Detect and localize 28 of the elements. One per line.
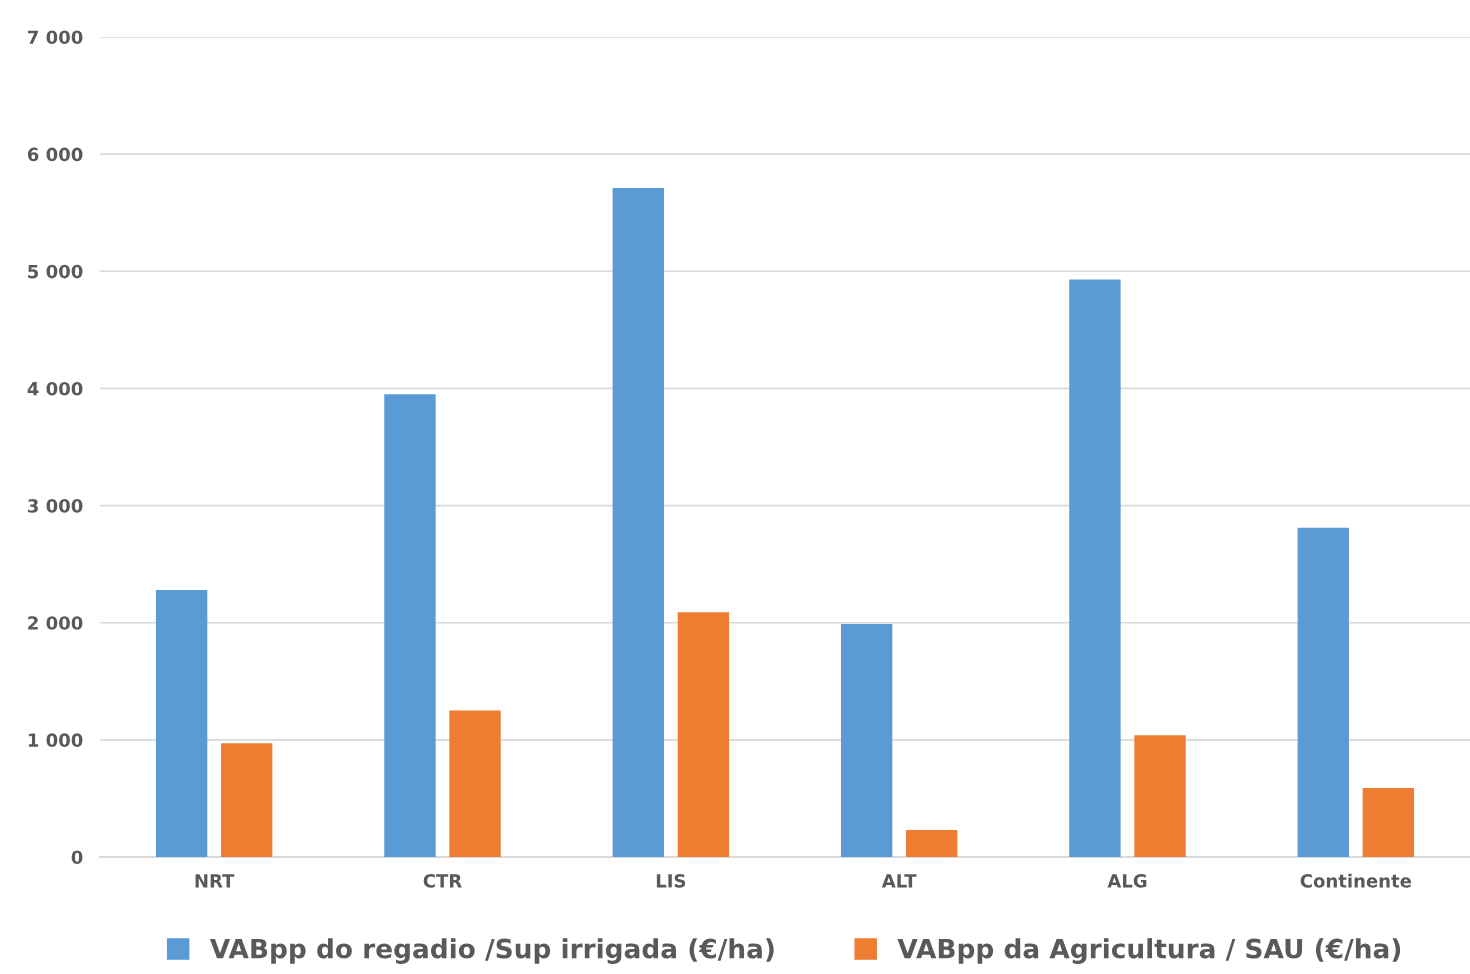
- x-tick-label: ALT: [881, 874, 917, 888]
- y-tick-label: 3 000: [28, 499, 83, 513]
- y-tick-label: 6 000: [27, 147, 83, 162]
- y-tick-label: 2 000: [28, 616, 83, 630]
- bar: [612, 188, 664, 857]
- bar: [155, 589, 208, 857]
- bar: [1134, 735, 1186, 857]
- x-tick-label: Continente: [1300, 873, 1412, 888]
- bar: [1297, 527, 1349, 857]
- y-tick-label: 4 000: [27, 381, 83, 396]
- bar: [677, 612, 730, 857]
- legend-label: VABpp da Agricultura / SAU (€/ha): [897, 938, 1401, 964]
- y-tick-label: 0: [71, 850, 83, 865]
- x-tick-label: CTR: [423, 873, 462, 888]
- bar: [840, 623, 893, 857]
- bar: [906, 830, 958, 857]
- x-tick-label: LIS: [656, 873, 686, 888]
- y-tick-label: 5 000: [28, 264, 83, 279]
- y-tick-label: 1 000: [28, 733, 83, 747]
- bar: [221, 743, 273, 857]
- bar: [384, 394, 436, 857]
- legend-label: VABpp do regadio /Sup irrigada (€/ha): [209, 938, 774, 964]
- x-tick-label: ALG: [1107, 873, 1147, 888]
- x-tick-label: NRT: [195, 874, 235, 888]
- bar: [449, 710, 501, 857]
- bar: [1362, 787, 1415, 857]
- y-tick-label: 7 000: [28, 30, 83, 45]
- bar: [1069, 279, 1121, 857]
